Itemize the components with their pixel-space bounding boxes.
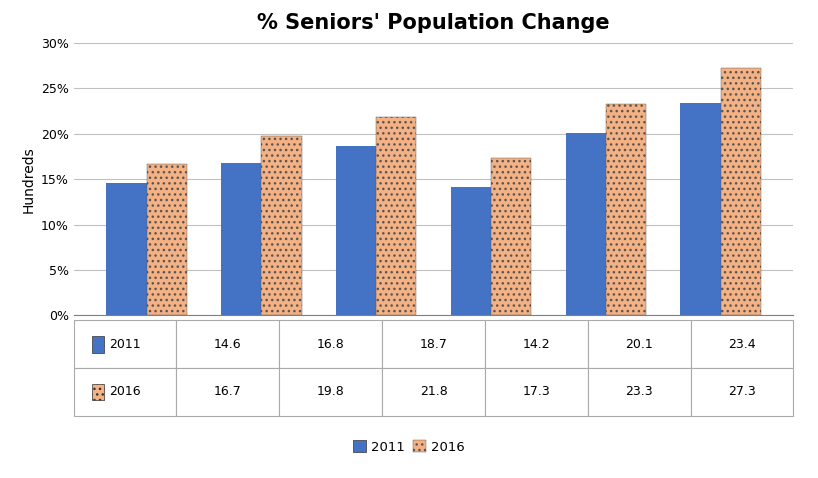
Text: 2016: 2016 [110, 385, 142, 399]
Bar [261, 136, 302, 315]
Bar [336, 146, 376, 315]
Bar [146, 164, 187, 315]
Bar [376, 118, 416, 315]
Bar [451, 186, 491, 315]
Bar [221, 163, 261, 315]
Title: % Seniors' Population Change: % Seniors' Population Change [257, 13, 610, 33]
Bar [721, 67, 761, 315]
Text: 2011: 2011 [110, 337, 142, 351]
Bar [681, 103, 721, 315]
Legend: 2011, 2016: 2011, 2016 [348, 435, 470, 459]
Bar [606, 104, 646, 315]
Bar [565, 133, 606, 315]
Bar [491, 158, 531, 315]
Bar [106, 183, 146, 315]
Y-axis label: Hundreds: Hundreds [21, 146, 35, 213]
